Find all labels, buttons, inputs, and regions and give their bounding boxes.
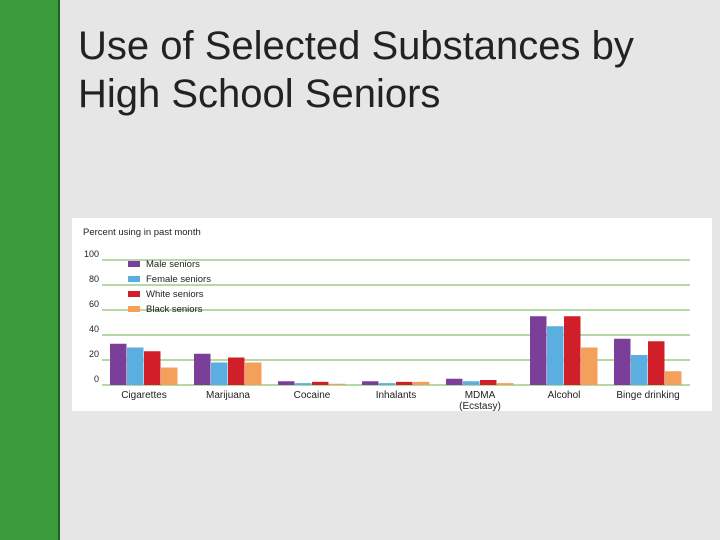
- bar: [211, 362, 228, 385]
- bar: [228, 357, 245, 385]
- category-label: Inhalants: [376, 390, 417, 401]
- bar: [110, 343, 127, 385]
- bar: [245, 362, 262, 385]
- sidebar-accent: [0, 0, 60, 540]
- legend-label: Male seniors: [146, 259, 200, 270]
- chart-panel: Percent using in past month 100 80 60 40 20 0…: [72, 218, 712, 411]
- bar: [413, 381, 430, 385]
- bar: [161, 367, 178, 385]
- category-label-sub: (Ecstasy): [459, 401, 501, 411]
- category-label: MDMA: [465, 390, 496, 401]
- y-tick-label: 20: [89, 349, 99, 359]
- y-axis-label: Percent using in past month: [83, 227, 201, 238]
- bar: [581, 347, 598, 385]
- category-label: Binge drinking: [616, 390, 679, 401]
- title-line-1: Use of Selected Substances by: [78, 24, 634, 68]
- bar: [665, 371, 682, 385]
- title-line-2: High School Seniors: [78, 72, 441, 116]
- y-tick-label: 0: [94, 374, 99, 384]
- category-label: Cigarettes: [121, 390, 167, 401]
- bar: [564, 316, 581, 385]
- bar: [278, 381, 295, 385]
- bar: [144, 351, 161, 385]
- bars: [110, 316, 682, 385]
- y-tick-label: 80: [89, 274, 99, 284]
- y-tick-label: 100: [84, 249, 99, 259]
- bar: [631, 355, 648, 385]
- legend-swatch: [128, 276, 140, 282]
- bar: [480, 380, 497, 385]
- category-label: Alcohol: [548, 390, 581, 401]
- category-label: Cocaine: [294, 390, 331, 401]
- legend-label: White seniors: [146, 289, 204, 300]
- bar: [312, 381, 329, 385]
- bar: [648, 341, 665, 385]
- bar: [379, 383, 396, 385]
- bar: [194, 353, 211, 385]
- bar: [614, 338, 631, 385]
- category-label: Marijuana: [206, 390, 250, 401]
- bar: [362, 381, 379, 385]
- legend-swatch: [128, 261, 140, 267]
- category-labels: Cigarettes Marijuana Cocaine Inhalants MDMA(…: [121, 390, 679, 411]
- legend-label: Female seniors: [146, 274, 211, 285]
- y-tick-label: 40: [89, 324, 99, 334]
- bar: [547, 326, 564, 385]
- y-tick-labels: 100 80 60 40 20 0: [84, 249, 99, 384]
- bar: [396, 381, 413, 385]
- bar-chart: Percent using in past month 100 80 60 40 20 0…: [83, 227, 690, 411]
- bar: [463, 381, 480, 385]
- legend-swatch: [128, 291, 140, 297]
- legend: Male seniors Female seniors White seniors B…: [128, 259, 211, 315]
- bar: [497, 383, 514, 385]
- bar: [295, 383, 312, 385]
- legend-swatch: [128, 306, 140, 312]
- page-title: Use of Selected Substances by High Schoo…: [78, 22, 708, 118]
- bar: [127, 347, 144, 385]
- bar: [329, 383, 346, 385]
- y-tick-label: 60: [89, 299, 99, 309]
- legend-label: Black seniors: [146, 304, 203, 315]
- bar: [446, 378, 463, 385]
- bar: [530, 316, 547, 385]
